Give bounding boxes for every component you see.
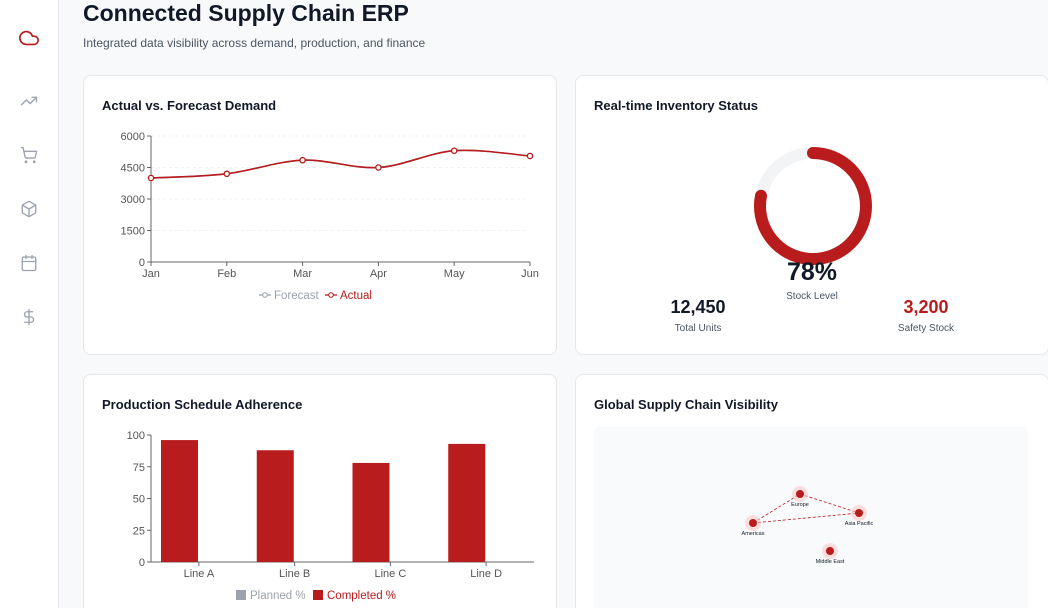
actual-point [450, 147, 458, 154]
inventory-card: Real-time Inventory Status 78% Stock Lev… [575, 75, 1048, 355]
total-units-value: 12,450 [670, 297, 726, 317]
prod-y-tick-label: 100 [127, 430, 145, 442]
node-asia-pacific[interactable] [855, 509, 863, 517]
legend-completed-swatch [313, 590, 323, 600]
demand-y-tick-label: 1500 [121, 226, 145, 238]
trending-up-icon[interactable] [17, 89, 41, 113]
legend-planned-swatch [236, 590, 246, 600]
legend-completed-label: Completed % [327, 590, 396, 602]
node-americas[interactable] [749, 519, 757, 527]
legend-forecast-marker-dot [262, 292, 268, 298]
package-icon[interactable] [17, 197, 41, 221]
demand-x-tick-label: Feb [217, 268, 236, 280]
route-europe-asia [799, 493, 860, 514]
actual-point [299, 156, 306, 164]
demand-x-tick-label: May [444, 268, 465, 280]
node-asia-pacific-label: Asia Pacific [845, 521, 874, 527]
actual-point [375, 164, 382, 171]
legend-forecast-label: Forecast [274, 290, 320, 302]
demand-y-tick-label: 6000 [121, 131, 145, 143]
completed-bar [256, 450, 294, 562]
node-europe-label: Europe [791, 502, 809, 508]
demand-x-tick-label: Jun [521, 268, 539, 280]
actual-line [150, 149, 531, 179]
cloud-icon[interactable] [17, 26, 41, 50]
page-title: Connected Supply Chain ERP [83, 0, 409, 26]
completed-bar [161, 440, 198, 562]
safety-stock-label: Safety Stock [897, 323, 955, 334]
demand-y-tick-label: 0 [139, 257, 145, 269]
global-card: Global Supply Chain Visibility Europe Am… [575, 374, 1048, 608]
route-americas-europe [752, 493, 801, 524]
calendar-icon[interactable] [17, 251, 41, 275]
demand-x-tick-label: Jan [142, 268, 160, 280]
supply-chain-map: Europe Americas Asia Pacific Middle East [594, 427, 1028, 608]
prod-y-tick-label: 50 [133, 494, 145, 506]
gauge-fill [754, 147, 872, 265]
prod-x-tick-label: Line A [184, 568, 215, 580]
demand-x-tick-label: Apr [370, 268, 387, 280]
legend-planned-label: Planned % [250, 590, 306, 602]
legend-actual-marker-dot [328, 292, 334, 298]
prod-y-tick-label: 25 [133, 525, 145, 537]
demand-chart: 0 1500 3000 4500 6000 Jan Feb Mar Apr May Jun Forec… [121, 131, 539, 302]
prod-y-tick-label: 75 [133, 462, 145, 474]
actual-point [526, 152, 534, 160]
production-card-title: Production Schedule Adherence [102, 397, 303, 412]
network-graph: Europe Americas Asia Pacific Middle East [742, 486, 874, 565]
stock-gauge [754, 147, 872, 265]
completed-bar [448, 443, 486, 562]
sidebar [0, 0, 59, 608]
main-content: Connected Supply Chain ERP Integrated da… [59, 0, 1048, 608]
node-middle-east-label: Middle East [816, 559, 845, 565]
prod-x-tick-label: Line D [470, 568, 502, 580]
prod-y-tick-label: 0 [139, 557, 145, 569]
stock-level-percent: 78% [786, 258, 838, 286]
demand-x-tick-label: Mar [293, 268, 312, 280]
prod-x-tick-label: Line B [279, 568, 310, 580]
safety-stock-value: 3,200 [903, 297, 949, 317]
total-units-label: Total Units [674, 323, 722, 334]
prod-x-tick-label: Line C [374, 568, 406, 580]
inventory-card-title: Real-time Inventory Status [594, 98, 758, 113]
legend-actual-label: Actual [340, 290, 372, 302]
node-americas-label: Americas [742, 531, 765, 537]
node-europe[interactable] [796, 490, 804, 498]
actual-point [223, 170, 231, 178]
global-card-title: Global Supply Chain Visibility [594, 397, 778, 412]
stock-level-caption: Stock Level [786, 291, 838, 302]
dollar-icon[interactable] [17, 305, 41, 329]
completed-bar [352, 462, 390, 562]
demand-y-tick-label: 4500 [121, 163, 145, 175]
production-card: Production Schedule Adherence 0 25 50 75 100… [83, 374, 557, 608]
demand-y-tick-label: 3000 [121, 194, 145, 206]
node-middle-east[interactable] [826, 547, 834, 555]
demand-card: Actual vs. Forecast Demand 0 1500 3000 4500… [83, 75, 557, 355]
cart-icon[interactable] [17, 143, 41, 167]
page-subtitle: Integrated data visibility across demand… [83, 36, 426, 50]
route-americas-asia [752, 512, 860, 524]
demand-card-title: Actual vs. Forecast Demand [102, 98, 277, 113]
production-chart: 0 25 50 75 100 Line A Line B Line C Line D Planne… [127, 430, 534, 602]
actual-point [147, 174, 155, 182]
